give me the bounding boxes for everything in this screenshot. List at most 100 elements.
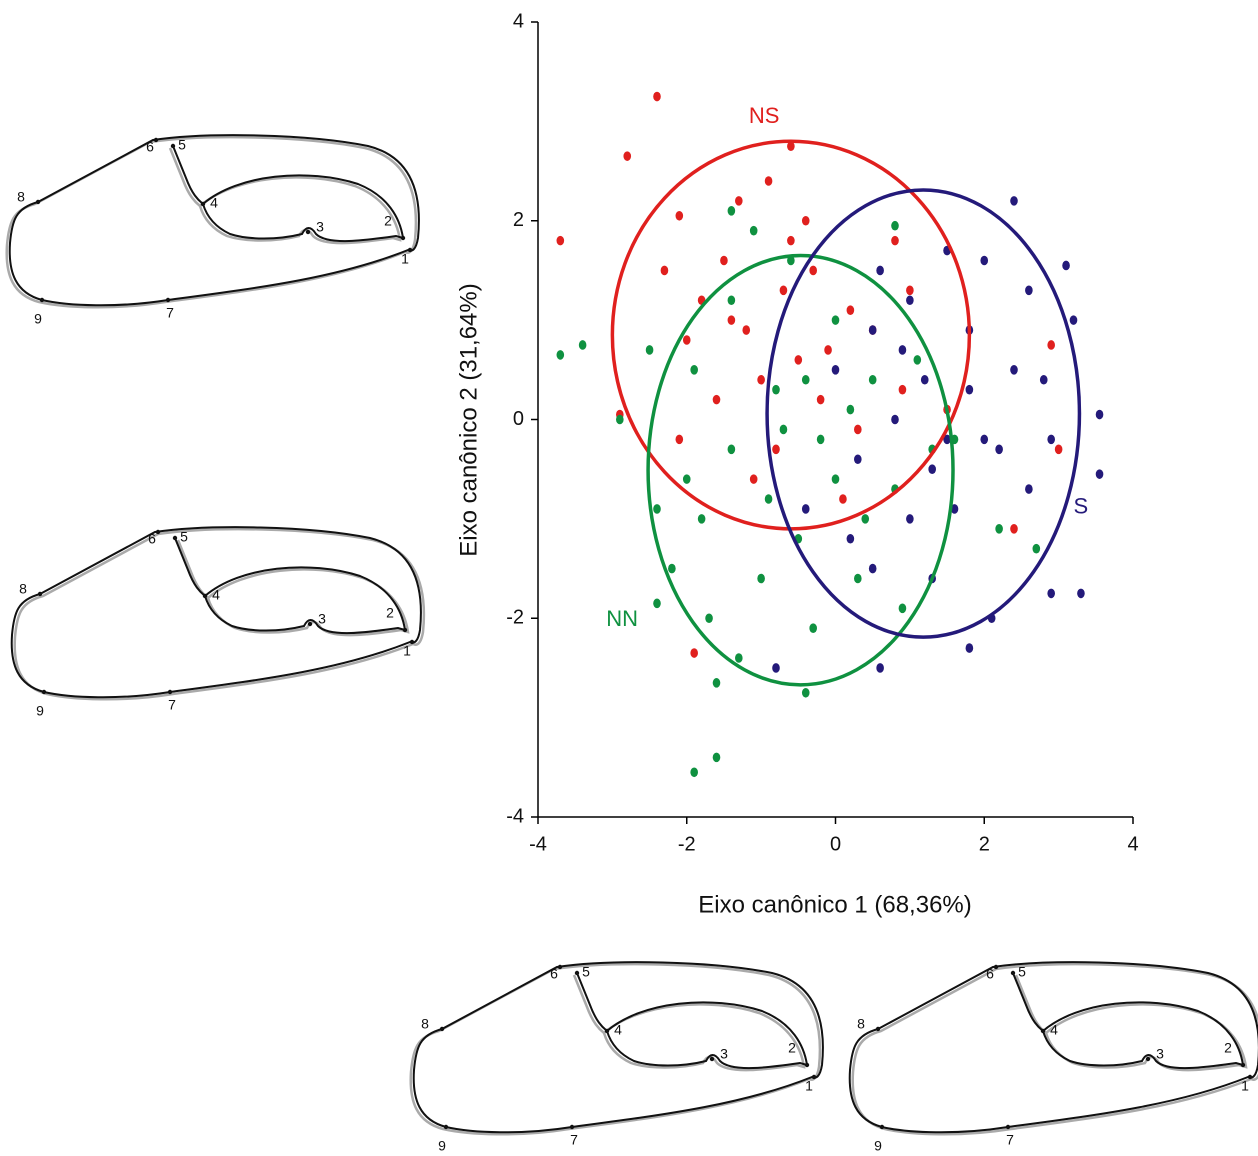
landmark-label: 1 — [401, 251, 409, 267]
point — [742, 325, 750, 335]
point — [653, 599, 661, 609]
group-label: NS — [749, 103, 780, 128]
point — [698, 514, 706, 524]
point — [1025, 286, 1033, 296]
point — [623, 151, 631, 161]
landmark-dot — [880, 1125, 884, 1129]
point — [966, 385, 974, 395]
landmark-label: 8 — [17, 189, 25, 205]
x-axis-label: Eixo canônico 1 (68,36%) — [698, 891, 972, 918]
point — [728, 445, 736, 455]
point — [891, 236, 899, 246]
point — [750, 474, 758, 484]
point — [683, 474, 691, 484]
landmark-label: 7 — [166, 305, 174, 321]
x-tick-label: 2 — [979, 833, 990, 855]
point — [772, 385, 780, 395]
outline-black — [10, 135, 419, 305]
landmark-dot — [308, 622, 312, 626]
point — [824, 345, 832, 355]
landmark-dot — [201, 202, 205, 206]
landmark-dot — [168, 690, 172, 694]
point — [817, 435, 825, 445]
landmark-dot — [440, 1027, 444, 1031]
point — [690, 648, 698, 658]
group-ellipse — [612, 141, 969, 529]
point — [995, 524, 1003, 534]
point — [713, 753, 721, 763]
point — [809, 266, 817, 276]
point — [847, 305, 855, 315]
landmark-dot — [876, 1027, 880, 1031]
point — [735, 653, 743, 663]
landmark-dot — [156, 530, 160, 534]
landmark-dot — [605, 1029, 609, 1033]
point — [906, 295, 914, 305]
landmark-label: 6 — [986, 966, 994, 982]
landmark-label: 5 — [1018, 964, 1026, 980]
landmark-label: 2 — [1224, 1040, 1232, 1056]
point — [980, 256, 988, 266]
point — [1055, 445, 1063, 455]
point — [906, 286, 914, 296]
point — [728, 206, 736, 216]
shell-outline: 123456789 — [411, 962, 823, 1154]
point — [809, 623, 817, 633]
point — [861, 514, 869, 524]
point — [1010, 365, 1018, 375]
point — [683, 335, 691, 345]
landmark-dot — [805, 1063, 809, 1067]
landmark-dot — [575, 971, 579, 975]
point — [557, 236, 565, 246]
point — [832, 365, 840, 375]
y-tick-label: -2 — [506, 607, 524, 629]
point — [899, 385, 907, 395]
point — [765, 176, 773, 186]
landmark-label: 6 — [146, 139, 154, 155]
point — [832, 315, 840, 325]
landmark-dot — [1241, 1063, 1245, 1067]
point — [772, 663, 780, 673]
point — [1096, 410, 1104, 420]
point — [705, 613, 713, 623]
point — [802, 688, 810, 698]
landmark-label: 7 — [1006, 1132, 1014, 1148]
point — [914, 355, 922, 365]
landmark-label: 2 — [788, 1040, 796, 1056]
y-axis-label: Eixo canônico 2 (31,64%) — [455, 283, 482, 557]
point — [653, 504, 661, 514]
landmark-label: 5 — [582, 964, 590, 980]
landmark-dot — [444, 1125, 448, 1129]
point — [876, 663, 884, 673]
landmark-label: 1 — [403, 643, 411, 659]
point — [847, 405, 855, 415]
outline-gray — [15, 529, 424, 699]
landmark-dot — [570, 1125, 574, 1129]
point — [817, 395, 825, 405]
point — [1033, 544, 1041, 554]
x-tick-label: -4 — [529, 833, 547, 855]
point — [646, 345, 654, 355]
point — [713, 678, 721, 688]
point — [1047, 589, 1055, 599]
landmark-label: 5 — [180, 529, 188, 545]
landmark-label: 3 — [1156, 1046, 1164, 1062]
group-label: S — [1073, 493, 1088, 518]
point — [728, 295, 736, 305]
y-tick-label: 2 — [513, 209, 524, 231]
point — [795, 355, 803, 365]
landmark-label: 3 — [318, 611, 326, 627]
landmark-dot — [1011, 971, 1015, 975]
point — [676, 435, 684, 445]
landmark-dot — [171, 144, 175, 148]
point — [676, 211, 684, 221]
landmark-label: 2 — [386, 605, 394, 621]
x-tick-label: 0 — [830, 833, 841, 855]
landmark-dot — [166, 298, 170, 302]
landmark-label: 4 — [210, 195, 218, 211]
landmark-dot — [403, 628, 407, 632]
point — [1010, 524, 1018, 534]
landmark-dot — [38, 592, 42, 596]
point — [661, 266, 669, 276]
